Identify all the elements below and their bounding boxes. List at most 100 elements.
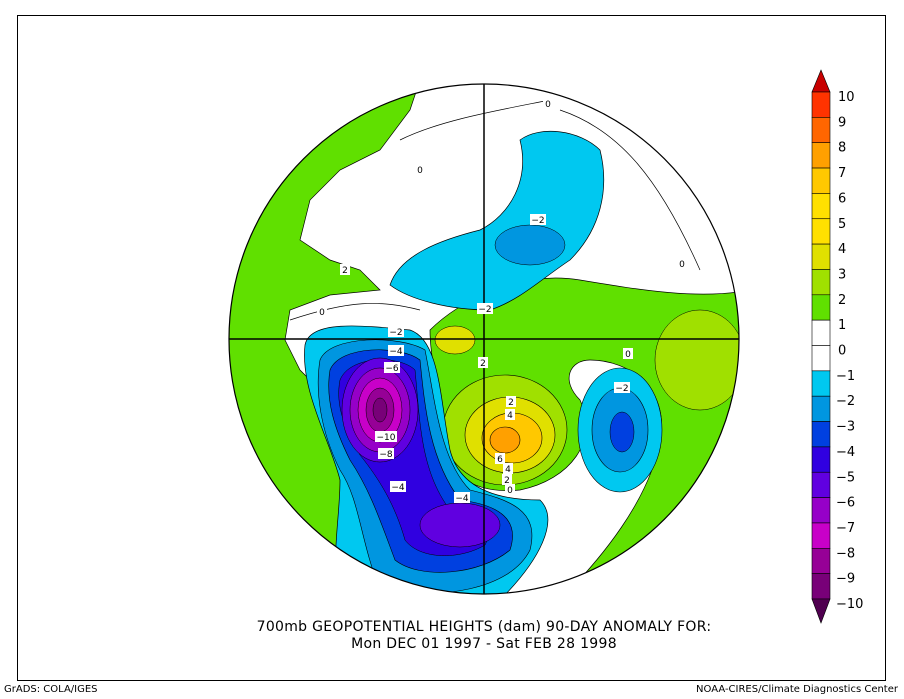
colorbar-bottom-arrow xyxy=(811,598,831,624)
negative-anomaly-core-5 xyxy=(372,397,388,423)
colorbar-label: 5 xyxy=(838,217,846,232)
contour-label-bg xyxy=(478,357,488,368)
colorbar-box xyxy=(811,370,831,397)
colorbar-label: 9 xyxy=(838,115,846,130)
colorbar-box xyxy=(811,446,831,473)
colorbar-box xyxy=(811,91,831,118)
contour-label-bg xyxy=(454,492,470,503)
contour-label-bg xyxy=(384,362,400,373)
contour-label-bg xyxy=(614,382,630,393)
contour-label-bg xyxy=(506,396,516,407)
contour-label-bg xyxy=(388,345,404,356)
colorbar-label: −10 xyxy=(836,597,863,612)
contour-label-bg xyxy=(530,214,546,225)
contour-label-bg xyxy=(495,453,505,464)
colorbar-box xyxy=(811,193,831,220)
contour-label-bg xyxy=(505,484,515,495)
footer-right: NOAA-CIRES/Climate Diagnostics Center xyxy=(696,684,898,695)
zero-contour xyxy=(289,303,421,321)
colorbar-label: −6 xyxy=(836,496,855,511)
contour-label: 2 xyxy=(508,398,514,408)
contour-label: −2 xyxy=(389,328,402,338)
colorbar-box xyxy=(811,547,831,574)
colorbar-label: −5 xyxy=(836,470,855,485)
colorbar-label: 10 xyxy=(838,90,855,105)
contour-label: 2 xyxy=(504,476,510,486)
positive-anomaly-arctic-small xyxy=(434,325,476,355)
contour-label-bg xyxy=(677,258,687,269)
negative-anomaly-atlantic-3 xyxy=(609,411,635,453)
contour-label: 2 xyxy=(342,266,348,276)
colorbar-box xyxy=(811,167,831,194)
contour-label: −10 xyxy=(377,433,396,443)
contour-label: 6 xyxy=(497,455,503,465)
contour-label-bg xyxy=(390,481,406,492)
zero-contour xyxy=(559,109,701,271)
contour-label-bg xyxy=(503,463,513,474)
colorbar-box xyxy=(811,243,831,270)
colorbar-box xyxy=(811,395,831,422)
negative-anomaly-siberia xyxy=(494,224,566,266)
colorbar-label: −7 xyxy=(836,521,855,536)
colorbar-label: 4 xyxy=(838,242,846,257)
colorbar-label: 3 xyxy=(838,267,846,282)
colorbar-box xyxy=(811,345,831,372)
zero-contour xyxy=(399,99,551,141)
positive-anomaly-core-4 xyxy=(489,426,521,454)
positive-anomaly-east xyxy=(654,309,739,411)
title-line-2: Mon DEC 01 1997 - Sat FEB 28 1998 xyxy=(351,636,617,652)
contour-label: 4 xyxy=(507,411,513,421)
contour-label: 0 xyxy=(319,308,325,318)
contour-label-bg xyxy=(375,431,397,442)
contour-label: −8 xyxy=(379,450,393,460)
contour-label: −4 xyxy=(391,483,405,493)
contour-label-bg xyxy=(543,98,553,109)
footer-left: GrADS: COLA/IGES xyxy=(4,684,98,695)
colorbar-label: 0 xyxy=(838,344,846,359)
contour-label: −2 xyxy=(531,216,544,226)
contour-label-bg xyxy=(502,474,512,485)
colorbar-box xyxy=(811,294,831,321)
colorbar-label: 7 xyxy=(838,166,846,181)
contour-label-bg xyxy=(477,303,493,314)
anomaly-field xyxy=(229,84,739,594)
contour-label: −6 xyxy=(385,364,399,374)
contour-label: 2 xyxy=(480,359,486,369)
colorbar-top-arrow xyxy=(811,69,831,93)
contour-label: 0 xyxy=(679,260,685,270)
colorbar-box xyxy=(811,522,831,549)
colorbar-box xyxy=(811,269,831,296)
contour-label: −2 xyxy=(478,305,491,315)
colorbar-label: −4 xyxy=(836,445,855,460)
contour-label: 0 xyxy=(507,486,513,496)
colorbar-label: −2 xyxy=(836,394,855,409)
contour-label: 0 xyxy=(417,166,423,176)
colorbar-box xyxy=(811,421,831,448)
contour-label: −4 xyxy=(455,494,469,504)
contour-label: 4 xyxy=(505,465,511,475)
contour-label: −2 xyxy=(615,384,628,394)
colorbar-label: −3 xyxy=(836,420,855,435)
colorbar-label: 2 xyxy=(838,293,846,308)
contour-label-bg xyxy=(623,348,633,359)
colorbar-label: 8 xyxy=(838,141,846,156)
contour-label: −4 xyxy=(389,347,403,357)
contour-label-bg xyxy=(378,448,394,459)
negative-anomaly-us xyxy=(419,502,501,548)
colorbar-box xyxy=(811,319,831,346)
colorbar-box xyxy=(811,573,831,600)
colorbar-label: −1 xyxy=(836,369,855,384)
contour-label-bg xyxy=(388,326,404,337)
colorbar-label: −8 xyxy=(836,546,855,561)
plot-frame xyxy=(17,15,886,681)
contour-label-bg xyxy=(415,164,425,175)
title-line-1: 700mb GEOPOTENTIAL HEIGHTS (dam) 90-DAY … xyxy=(256,619,712,635)
colorbar-label: −9 xyxy=(836,572,855,587)
colorbar-box xyxy=(811,497,831,524)
contour-label: 0 xyxy=(625,350,631,360)
contour-label-bg xyxy=(317,306,327,317)
